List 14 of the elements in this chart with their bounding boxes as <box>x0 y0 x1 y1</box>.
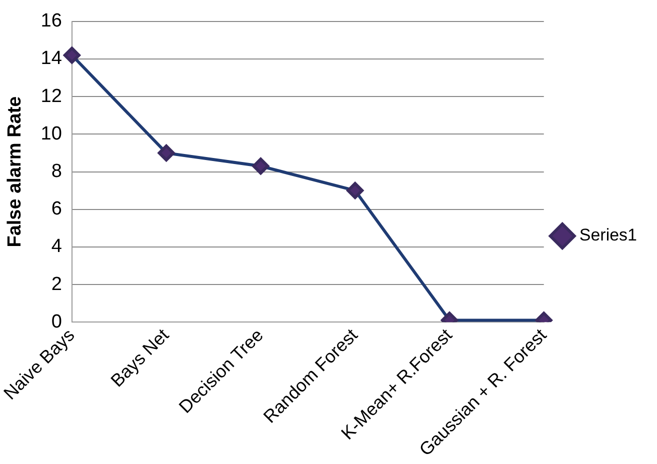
y-tick-label: 6 <box>51 198 62 220</box>
y-tick-label: 2 <box>51 274 62 295</box>
y-tick-label: 16 <box>40 10 62 32</box>
y-tick-label: 0 <box>51 311 62 332</box>
y-tick-label: 4 <box>51 236 62 258</box>
point <box>158 144 175 162</box>
y-tick-label: 14 <box>40 48 62 70</box>
point <box>346 182 364 200</box>
legend-label: Series1 <box>579 226 637 245</box>
point <box>252 158 270 175</box>
y-tick-label: 12 <box>40 86 62 107</box>
y-tick-label: 10 <box>40 123 62 144</box>
y-tick-label: 8 <box>51 160 62 182</box>
y-axis-title: False alarm Rate <box>4 96 26 248</box>
